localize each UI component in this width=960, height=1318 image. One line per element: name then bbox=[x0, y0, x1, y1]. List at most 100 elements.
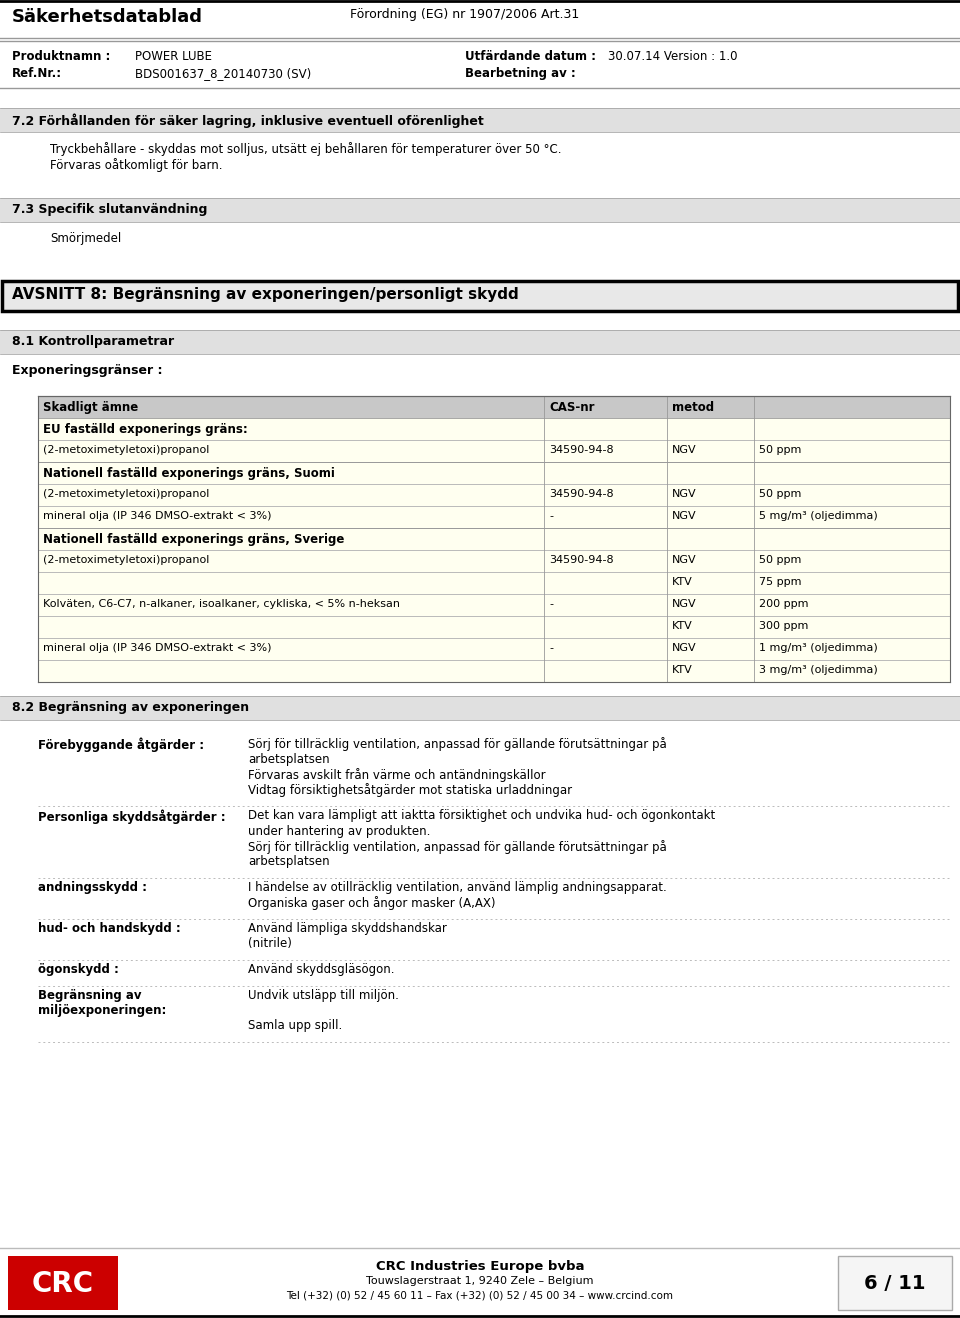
Text: Undvik utsläpp till miljön.: Undvik utsläpp till miljön. bbox=[248, 988, 398, 1002]
Text: ögonskydd :: ögonskydd : bbox=[38, 963, 119, 977]
Text: Tel (+32) (0) 52 / 45 60 11 – Fax (+32) (0) 52 / 45 00 34 – www.crcind.com: Tel (+32) (0) 52 / 45 60 11 – Fax (+32) … bbox=[286, 1290, 674, 1300]
Text: Nationell faställd exponerings gräns, Suomi: Nationell faställd exponerings gräns, Su… bbox=[43, 467, 335, 480]
Text: Förordning (EG) nr 1907/2006 Art.31: Förordning (EG) nr 1907/2006 Art.31 bbox=[350, 8, 579, 21]
Bar bbox=[38, 395, 950, 418]
Text: Bearbetning av :: Bearbetning av : bbox=[465, 67, 576, 80]
Text: AVSNITT 8: Begränsning av exponeringen/personligt skydd: AVSNITT 8: Begränsning av exponeringen/p… bbox=[12, 287, 518, 302]
Text: Smörjmedel: Smörjmedel bbox=[50, 232, 121, 245]
Text: I händelse av otillräcklig ventilation, använd lämplig andningsapparat.: I händelse av otillräcklig ventilation, … bbox=[248, 880, 667, 894]
Text: Det kan vara lämpligt att iaktta försiktighet och undvika hud- och ögonkontakt: Det kan vara lämpligt att iaktta försikt… bbox=[248, 809, 715, 822]
Bar bbox=[38, 440, 950, 463]
Text: -: - bbox=[549, 598, 553, 609]
Text: 75 ppm: 75 ppm bbox=[759, 577, 802, 587]
Text: 34590-94-8: 34590-94-8 bbox=[549, 445, 613, 455]
Text: Organiska gaser och ångor masker (A,AX): Organiska gaser och ångor masker (A,AX) bbox=[248, 896, 495, 911]
Text: 8.1 Kontrollparametrar: 8.1 Kontrollparametrar bbox=[12, 335, 174, 348]
Text: NGV: NGV bbox=[672, 445, 697, 455]
Text: Touwslagerstraat 1, 9240 Zele – Belgium: Touwslagerstraat 1, 9240 Zele – Belgium bbox=[367, 1276, 593, 1286]
Text: Förvaras avskilt från värme och antändningskällor: Förvaras avskilt från värme och antändni… bbox=[248, 768, 545, 782]
Text: andningsskydd :: andningsskydd : bbox=[38, 880, 147, 894]
Bar bbox=[838, 1256, 952, 1310]
Text: 1 mg/m³ (oljedimma): 1 mg/m³ (oljedimma) bbox=[759, 643, 877, 652]
Text: Sörj för tillräcklig ventilation, anpassad för gällande förutsättningar på: Sörj för tillräcklig ventilation, anpass… bbox=[248, 840, 667, 854]
Text: Exponeringsgränser :: Exponeringsgränser : bbox=[12, 364, 162, 377]
Text: Sörj för tillräcklig ventilation, anpassad för gällande förutsättningar på: Sörj för tillräcklig ventilation, anpass… bbox=[248, 737, 667, 751]
Text: (nitrile): (nitrile) bbox=[248, 937, 292, 950]
Bar bbox=[2, 281, 958, 311]
Text: Ref.Nr.:: Ref.Nr.: bbox=[12, 67, 62, 80]
Text: POWER LUBE: POWER LUBE bbox=[135, 50, 212, 63]
Text: 50 ppm: 50 ppm bbox=[759, 555, 802, 565]
Bar bbox=[38, 550, 950, 572]
Text: Samla upp spill.: Samla upp spill. bbox=[248, 1020, 343, 1032]
Text: -: - bbox=[549, 643, 553, 652]
Text: KTV: KTV bbox=[672, 577, 693, 587]
Text: 5 mg/m³ (oljedimma): 5 mg/m³ (oljedimma) bbox=[759, 511, 877, 521]
Text: NGV: NGV bbox=[672, 489, 697, 500]
Text: (2-metoximetyletoxi)propanol: (2-metoximetyletoxi)propanol bbox=[43, 489, 209, 500]
Bar bbox=[38, 616, 950, 638]
Bar bbox=[38, 594, 950, 616]
Text: hud- och handskydd :: hud- och handskydd : bbox=[38, 923, 180, 934]
Bar bbox=[0, 198, 960, 221]
Bar bbox=[38, 529, 950, 550]
Bar bbox=[8, 1256, 118, 1310]
Text: NGV: NGV bbox=[672, 511, 697, 521]
Text: 7.2 Förhållanden för säker lagring, inklusive eventuell oförenlighet: 7.2 Förhållanden för säker lagring, inkl… bbox=[12, 113, 484, 128]
Bar bbox=[38, 638, 950, 660]
Bar bbox=[0, 696, 960, 720]
Bar bbox=[38, 506, 950, 529]
Bar bbox=[38, 572, 950, 594]
Text: under hantering av produkten.: under hantering av produkten. bbox=[248, 825, 430, 837]
Text: KTV: KTV bbox=[672, 666, 693, 675]
Text: arbetsplatsen: arbetsplatsen bbox=[248, 855, 329, 869]
Text: Kolväten, C6-C7, n-alkaner, isoalkaner, cykliska, < 5% n-heksan: Kolväten, C6-C7, n-alkaner, isoalkaner, … bbox=[43, 598, 400, 609]
Text: Personliga skyddsåtgärder :: Personliga skyddsåtgärder : bbox=[38, 809, 226, 824]
Text: (2-metoximetyletoxi)propanol: (2-metoximetyletoxi)propanol bbox=[43, 555, 209, 565]
Text: 30.07.14 Version : 1.0: 30.07.14 Version : 1.0 bbox=[608, 50, 737, 63]
Text: mineral olja (IP 346 DMSO-extrakt < 3%): mineral olja (IP 346 DMSO-extrakt < 3%) bbox=[43, 511, 272, 521]
Text: 6 / 11: 6 / 11 bbox=[864, 1275, 925, 1293]
Text: Använd lämpliga skyddshandskar: Använd lämpliga skyddshandskar bbox=[248, 923, 446, 934]
Text: Utfärdande datum :: Utfärdande datum : bbox=[465, 50, 596, 63]
Text: 50 ppm: 50 ppm bbox=[759, 445, 802, 455]
Bar bbox=[2, 281, 958, 311]
Bar bbox=[0, 108, 960, 132]
Text: KTV: KTV bbox=[672, 621, 693, 631]
Text: CAS-nr: CAS-nr bbox=[549, 401, 594, 414]
Text: Vidtag försiktighetsåtgärder mot statiska urladdningar: Vidtag försiktighetsåtgärder mot statisk… bbox=[248, 783, 572, 797]
Text: 3 mg/m³ (oljedimma): 3 mg/m³ (oljedimma) bbox=[759, 666, 877, 675]
Text: EU faställd exponerings gräns:: EU faställd exponerings gräns: bbox=[43, 423, 248, 436]
Text: CRC: CRC bbox=[32, 1271, 94, 1298]
Text: 34590-94-8: 34590-94-8 bbox=[549, 555, 613, 565]
Text: NGV: NGV bbox=[672, 643, 697, 652]
Text: Skadligt ämne: Skadligt ämne bbox=[43, 401, 138, 414]
Text: mineral olja (IP 346 DMSO-extrakt < 3%): mineral olja (IP 346 DMSO-extrakt < 3%) bbox=[43, 643, 272, 652]
Text: 8.2 Begränsning av exponeringen: 8.2 Begränsning av exponeringen bbox=[12, 701, 250, 714]
Text: NGV: NGV bbox=[672, 555, 697, 565]
Text: Förebyggande åtgärder :: Förebyggande åtgärder : bbox=[38, 737, 204, 751]
Text: 34590-94-8: 34590-94-8 bbox=[549, 489, 613, 500]
Text: 50 ppm: 50 ppm bbox=[759, 489, 802, 500]
Bar bbox=[38, 463, 950, 484]
Text: Säkerhetsdatablad: Säkerhetsdatablad bbox=[12, 8, 203, 26]
Text: Förvaras oåtkomligt för barn.: Förvaras oåtkomligt för barn. bbox=[50, 158, 223, 171]
Text: CRC Industries Europe bvba: CRC Industries Europe bvba bbox=[375, 1260, 585, 1273]
Text: (2-metoximetyletoxi)propanol: (2-metoximetyletoxi)propanol bbox=[43, 445, 209, 455]
Bar bbox=[38, 418, 950, 440]
Text: NGV: NGV bbox=[672, 598, 697, 609]
Bar bbox=[0, 330, 960, 355]
Bar bbox=[38, 484, 950, 506]
Text: miljöexponeringen:: miljöexponeringen: bbox=[38, 1004, 166, 1017]
Text: metod: metod bbox=[672, 401, 714, 414]
Text: arbetsplatsen: arbetsplatsen bbox=[248, 753, 329, 766]
Text: 300 ppm: 300 ppm bbox=[759, 621, 808, 631]
Bar bbox=[38, 660, 950, 681]
Text: Använd skyddsgläsögon.: Använd skyddsgläsögon. bbox=[248, 963, 395, 977]
Text: -: - bbox=[549, 511, 553, 521]
Text: Produktnamn :: Produktnamn : bbox=[12, 50, 110, 63]
Text: Tryckbehållare - skyddas mot solljus, utsätt ej behållaren för temperaturer över: Tryckbehållare - skyddas mot solljus, ut… bbox=[50, 142, 562, 156]
Text: Nationell faställd exponerings gräns, Sverige: Nationell faställd exponerings gräns, Sv… bbox=[43, 532, 345, 546]
Text: 200 ppm: 200 ppm bbox=[759, 598, 808, 609]
Text: 7.3 Specifik slutanvändning: 7.3 Specifik slutanvändning bbox=[12, 203, 207, 216]
